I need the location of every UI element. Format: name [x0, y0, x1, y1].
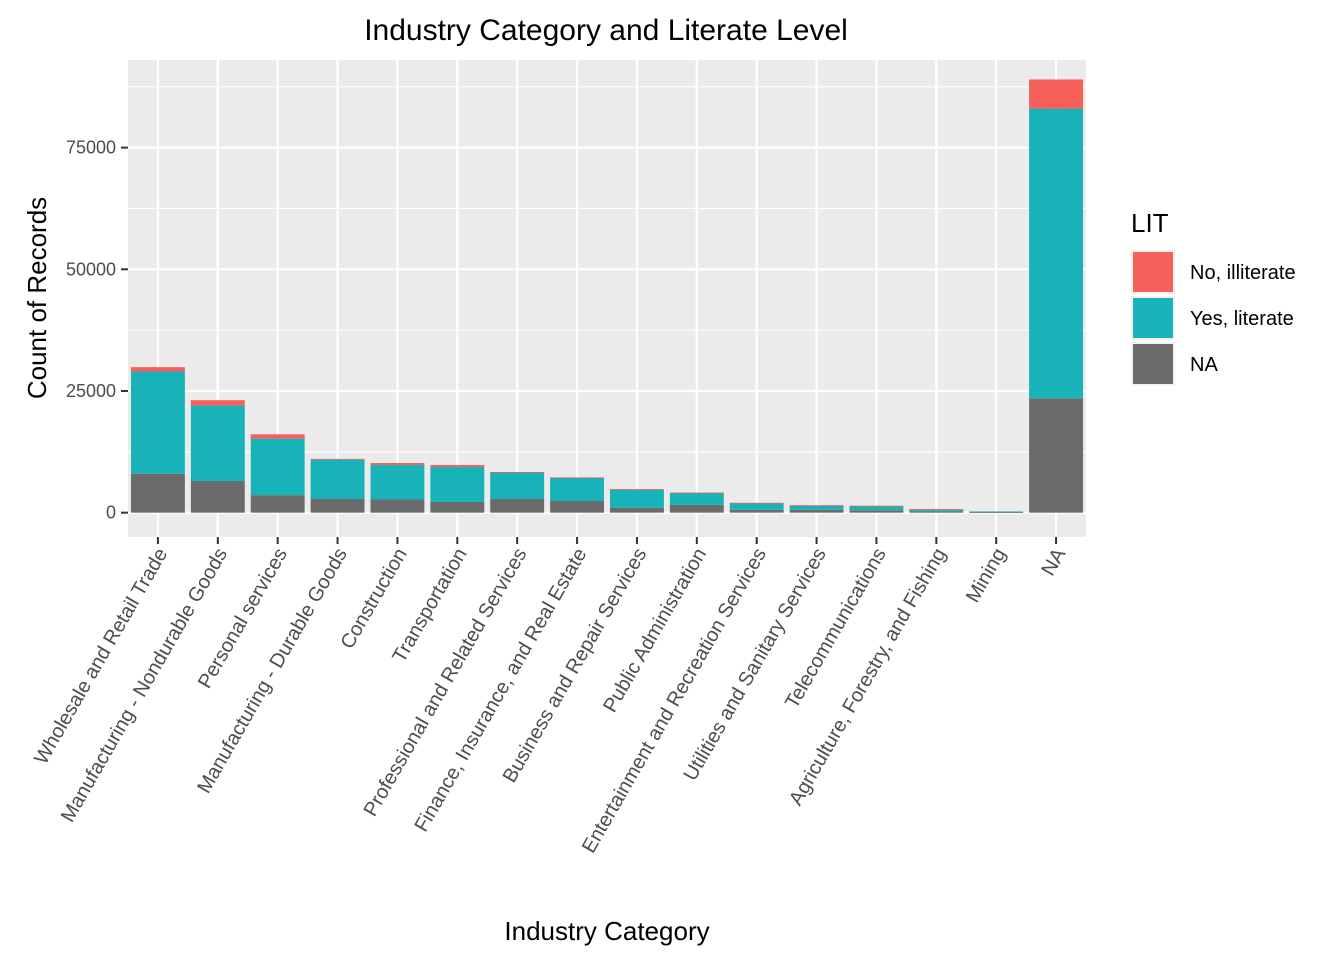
legend: LIT No, illiterate Yes, literate NA [1131, 208, 1296, 386]
bar-segment [370, 463, 425, 465]
bar-segment [250, 438, 305, 496]
x-tick-label: Mining [962, 545, 1011, 607]
y-axis-title: Count of Records [22, 197, 52, 399]
bar-segment [130, 371, 185, 474]
bar-segment [669, 492, 724, 505]
x-axis-title: Industry Category [504, 916, 709, 946]
y-tick-label: 25000 [66, 381, 116, 401]
bar-segment [250, 495, 305, 513]
legend-swatch [1133, 344, 1173, 384]
bar-segment [370, 499, 425, 513]
bar-segment [729, 502, 784, 504]
bar-segment [550, 477, 605, 501]
bar-segment [310, 459, 365, 500]
bar-segment [909, 509, 964, 512]
bar-segment [370, 464, 425, 500]
bar-segment [849, 510, 904, 513]
bar-segment [490, 499, 545, 513]
bar-segment [849, 505, 904, 507]
bar-segment [430, 464, 485, 467]
bar-segment [430, 501, 485, 513]
bar-segment [729, 502, 784, 510]
bar-segment [190, 400, 245, 406]
bar-segment [130, 367, 185, 372]
bar-segment [909, 509, 964, 511]
bar-segment [490, 472, 545, 473]
y-tick-label: 75000 [66, 138, 116, 158]
legend-swatch [1133, 252, 1173, 292]
chart-title: Industry Category and Literate Level [364, 14, 848, 47]
bar-segment [969, 511, 1024, 513]
legend-label: No, illiterate [1190, 262, 1296, 284]
bar-segment [789, 505, 844, 507]
bar-segment [1029, 108, 1084, 399]
legend-title: LIT [1131, 208, 1169, 238]
x-tick-label: Public Administration [599, 545, 711, 717]
legend-label: NA [1190, 354, 1218, 376]
bar-segment [669, 504, 724, 513]
bars [130, 79, 1084, 513]
bar-segment [609, 489, 664, 490]
x-axis: Wholesale and Retail TradeManufacturing … [30, 537, 1071, 857]
bar-segment [430, 466, 485, 502]
bar-segment [550, 477, 605, 479]
bar-segment [250, 434, 305, 439]
bar-segment [669, 492, 724, 494]
bar-segment [490, 472, 545, 500]
x-tick-label: NA [1037, 544, 1070, 580]
bar-segment [609, 507, 664, 513]
bar-segment [909, 511, 964, 513]
bar-segment [1029, 79, 1084, 109]
bar-segment [849, 505, 904, 511]
bar-segment [789, 509, 844, 513]
bar-segment [310, 499, 365, 513]
bar-segment [969, 512, 1024, 513]
y-tick-label: 50000 [66, 259, 116, 279]
bar-segment [609, 489, 664, 508]
bar-segment [190, 405, 245, 482]
bar-segment [1029, 398, 1084, 513]
y-tick-label: 0 [106, 503, 116, 523]
legend-swatch [1133, 298, 1173, 338]
bar-segment [789, 505, 844, 510]
bar-segment [130, 473, 185, 513]
legend-label: Yes, literate [1190, 308, 1294, 330]
y-axis: 0 25000 50000 75000 [66, 138, 128, 523]
bar-segment [190, 481, 245, 513]
bar-segment [310, 458, 365, 460]
bar-segment [729, 509, 784, 513]
bar-segment [550, 500, 605, 513]
